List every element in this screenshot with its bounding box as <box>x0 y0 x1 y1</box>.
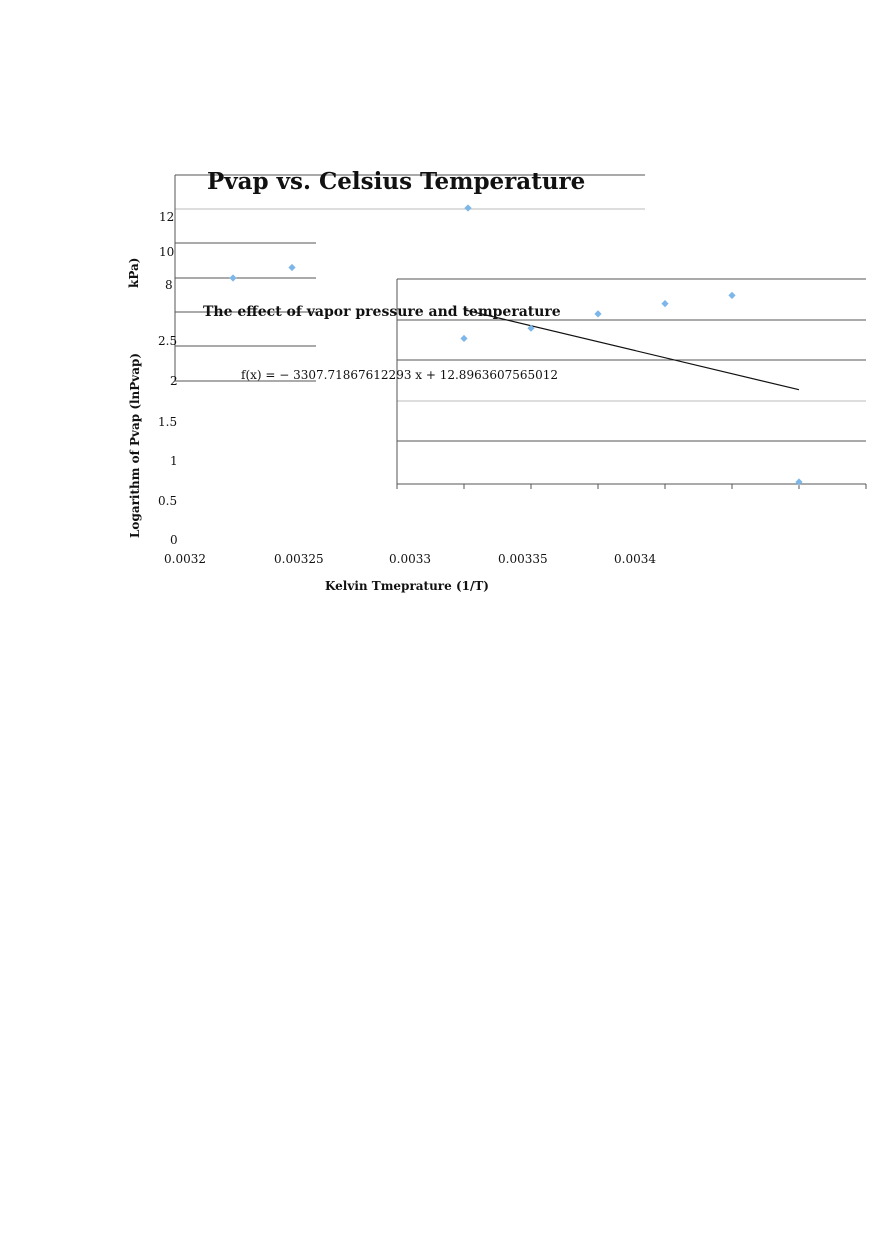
front-chart-title: The effect of vapor pressure and tempera… <box>203 304 561 320</box>
front-y-tick-label: 1.5 <box>158 415 177 429</box>
front-y-tick-label: 2.5 <box>158 334 177 348</box>
front-data-point <box>728 291 736 299</box>
front-data-point <box>795 478 803 486</box>
back-chart-title: Pvap vs. Celsius Temperature <box>207 168 585 195</box>
front-data-point <box>661 300 669 308</box>
front-y-axis-label: Logarithm of Pvap (lnPvap) <box>128 353 142 538</box>
front-x-tick-label: 0.00325 <box>274 552 324 566</box>
front-point-group <box>460 291 803 486</box>
front-y-tick-label: 2 <box>170 374 178 388</box>
front-data-point <box>527 324 535 332</box>
back-y-tick-label: 12 <box>159 210 174 224</box>
back-point-group <box>229 204 472 282</box>
trendline-equation: f(x) = − 3307.71867612293 x + 12.8963607… <box>241 368 558 382</box>
back-data-point <box>464 204 472 212</box>
front-data-point <box>460 334 468 343</box>
back-y-tick-label: 8 <box>165 278 173 292</box>
front-data-point <box>594 310 602 318</box>
back-data-point <box>229 274 237 282</box>
back-y-tick-label: 10 <box>159 245 174 259</box>
front-x-tick-label: 0.0033 <box>389 552 431 566</box>
front-x-tick-label: 0.0032 <box>164 552 206 566</box>
front-x-tick-label: 0.0034 <box>614 552 656 566</box>
front-y-tick-label: 1 <box>170 454 178 468</box>
front-x-axis-label: Kelvin Tmeprature (1/T) <box>325 579 489 593</box>
front-chart: The effect of vapor pressure and tempera… <box>128 278 867 593</box>
back-y-axis-label: kPa) <box>127 258 141 288</box>
front-y-tick-label: 0.5 <box>158 494 177 508</box>
front-y-tick-label: 0 <box>170 533 178 547</box>
back-data-point <box>288 263 296 272</box>
front-x-tick-label: 0.00335 <box>498 552 548 566</box>
trendline <box>463 309 800 391</box>
back-chart: Pvap vs. Celsius Temperature 12 10 8 kPa… <box>127 168 645 382</box>
